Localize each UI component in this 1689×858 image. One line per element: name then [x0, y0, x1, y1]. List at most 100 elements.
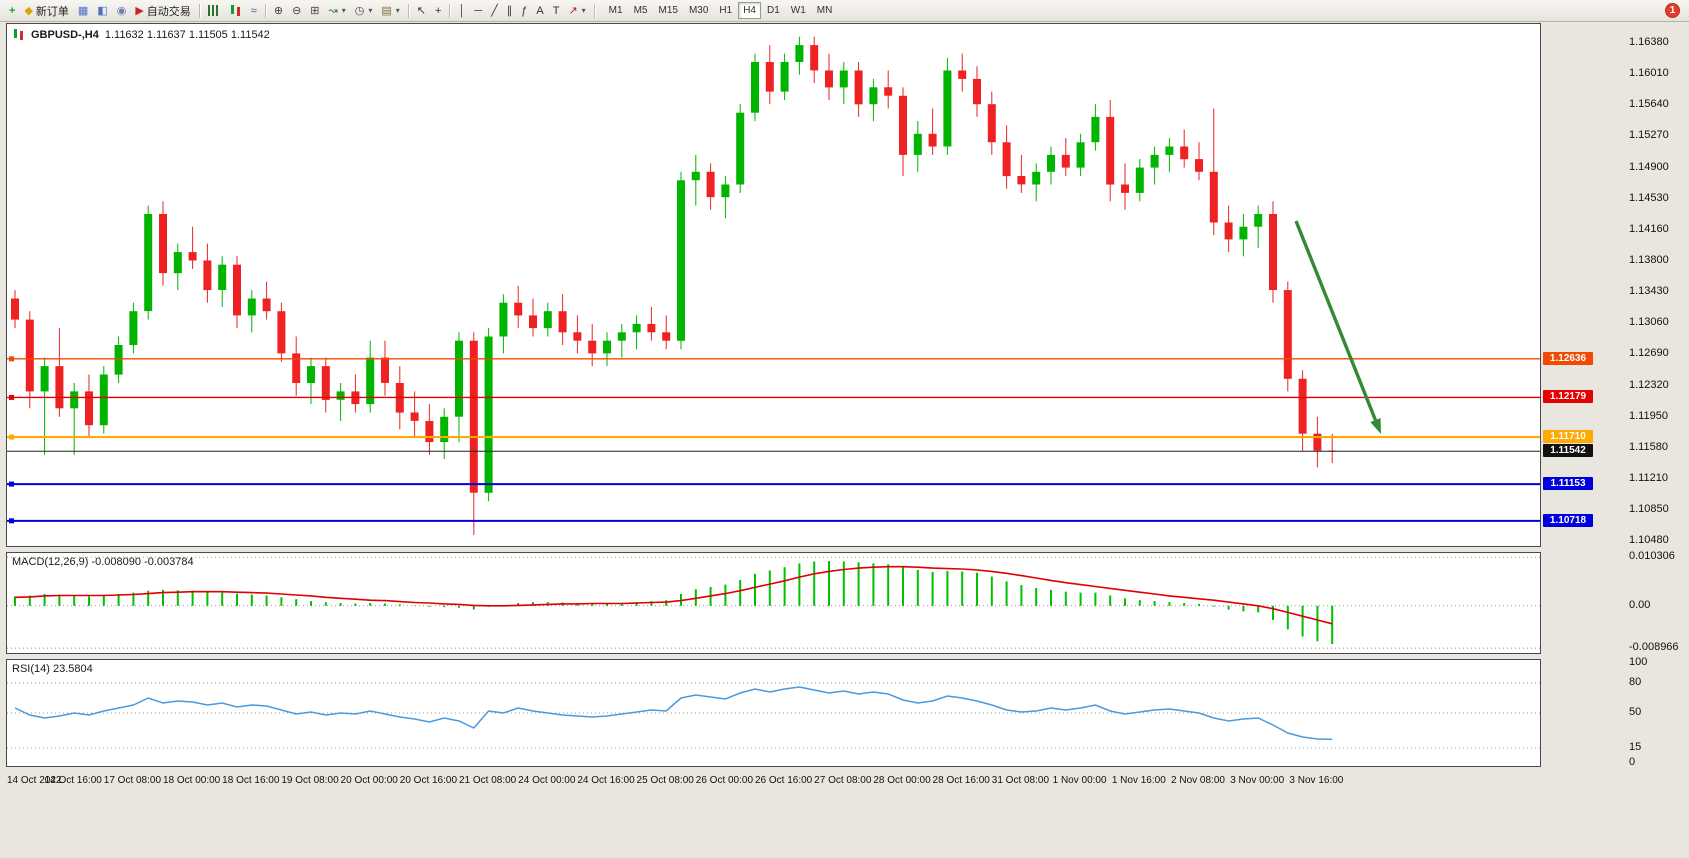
price-scale-label: 1.11210 — [1629, 472, 1668, 484]
macd-panel[interactable]: MACD(12,26,9) -0.008090 -0.003784 — [6, 552, 1541, 654]
toolbar-separator — [198, 3, 200, 18]
time-label: 24 Oct 00:00 — [518, 775, 576, 786]
new-order-button[interactable]: ◆ 新订单 — [20, 2, 72, 20]
macd-scale-label: -0.008966 — [1629, 641, 1679, 653]
price-chart-svg[interactable] — [7, 24, 1540, 546]
text-label-icon: T — [552, 4, 560, 17]
rsi-scale-label: 0 — [1629, 756, 1636, 768]
auto-trading-button[interactable]: ▶ 自动交易 — [131, 2, 194, 20]
price-scale-label: 1.10480 — [1629, 534, 1669, 546]
templates-button[interactable]: ▤ ▾ — [377, 2, 403, 20]
horizontal-line-button[interactable]: ─ — [470, 2, 486, 20]
timeframe-h1-button[interactable]: H1 — [714, 2, 737, 19]
price-scale-label: 1.14900 — [1629, 161, 1669, 173]
trendline-button[interactable]: ╱ — [487, 2, 502, 20]
text-label-button[interactable]: T — [549, 2, 564, 20]
bar-chart-button[interactable] — [204, 2, 224, 20]
tile-windows-icon: ⊞ — [310, 4, 320, 17]
price-scale-label: 1.13060 — [1629, 316, 1669, 328]
rsi-scale-label: 80 — [1629, 676, 1642, 688]
vertical-line-icon: │ — [458, 4, 466, 17]
price-line-tag[interactable]: 1.12179 — [1543, 390, 1593, 403]
toolbar-separator — [593, 3, 595, 18]
new-chart-button[interactable]: + — [5, 2, 19, 20]
text-button[interactable]: A — [532, 2, 547, 20]
bar-chart-icon — [207, 5, 220, 16]
candlestick-button[interactable] — [225, 2, 246, 20]
macd-scale-label: 0.010306 — [1629, 550, 1675, 562]
time-label: 17 Oct 08:00 — [103, 775, 162, 786]
line-chart-button[interactable]: ≈ — [247, 2, 261, 20]
current-price-tag: 1.11542 — [1543, 444, 1593, 457]
price-scale-label: 1.15270 — [1629, 129, 1669, 141]
navigator-button[interactable]: ◉ — [113, 2, 131, 20]
candlestick-icon — [229, 4, 242, 17]
notification-badge[interactable]: 1 — [1665, 3, 1680, 18]
timeframe-group: M1 M5 M15 M30 H1 H4 D1 W1 MN — [604, 2, 838, 19]
toolbar-separator — [407, 3, 409, 18]
trendline-icon: ╱ — [491, 4, 498, 17]
crosshair-icon: + — [435, 4, 442, 17]
time-label: 20 Oct 16:00 — [399, 775, 458, 786]
price-scale-label: 1.12320 — [1629, 379, 1669, 391]
chart-window: GBPUSD-,H4 1.11632 1.11637 1.11505 1.115… — [6, 23, 1683, 791]
toolbar-buttons: + ◆ 新订单 ▦ ◧ ◉ ▶ 自动交易 ≈ ⊕ ⊖ ⊞ ↝ ▾ ◷ ▾ ▤ ▾ ↖ + │ ─ ╱ ∥ ƒ A T ↗ ▾ — [5, 2, 598, 20]
timeframe-m15-button[interactable]: M15 — [653, 2, 682, 19]
zoom-out-button[interactable]: ⊖ — [288, 2, 305, 20]
rsi-scale-label: 50 — [1629, 706, 1642, 718]
price-line-tag[interactable]: 1.11153 — [1543, 477, 1593, 490]
toolbar: + ◆ 新订单 ▦ ◧ ◉ ▶ 自动交易 ≈ ⊕ ⊖ ⊞ ↝ ▾ ◷ ▾ ▤ ▾ ↖ + │ ─ ╱ ∥ ƒ A T ↗ ▾ M1 M5 M… — [0, 0, 1689, 22]
cursor-icon: ↖ — [416, 4, 426, 17]
price-line-tag[interactable]: 1.10718 — [1543, 514, 1593, 527]
timeframe-d1-button[interactable]: D1 — [762, 2, 785, 19]
rsi-svg[interactable] — [7, 660, 1540, 766]
time-label: 20 Oct 00:00 — [340, 775, 398, 786]
new-order-label: 新订单 — [35, 5, 69, 18]
data-window-icon: ◧ — [97, 4, 108, 17]
rsi-panel[interactable]: RSI(14) 23.5804 — [6, 659, 1541, 767]
timeframe-m1-button[interactable]: M1 — [604, 2, 628, 19]
time-label: 18 Oct 16:00 — [222, 775, 280, 786]
zoom-in-icon: ⊕ — [273, 4, 284, 17]
price-line-tag[interactable]: 1.12636 — [1543, 352, 1593, 365]
price-scale[interactable]: 1.16380 1.16010 1.15640 1.15270 1.14900 1.145… — [1541, 23, 1683, 791]
vertical-line-button[interactable]: │ — [454, 2, 469, 20]
arrows-button[interactable]: ↗ ▾ — [564, 2, 589, 20]
channel-button[interactable]: ∥ — [503, 2, 517, 20]
timeframe-mn-button[interactable]: MN — [812, 2, 838, 19]
price-line-tag[interactable]: 1.11710 — [1543, 430, 1593, 443]
timeframe-w1-button[interactable]: W1 — [786, 2, 811, 19]
macd-svg[interactable] — [7, 553, 1540, 653]
time-label: 14 Oct 2022 — [7, 775, 62, 786]
time-label: 1 Nov 16:00 — [1111, 775, 1166, 786]
new-order-icon: ◆ — [24, 4, 33, 17]
crosshair-button[interactable]: + — [431, 2, 445, 20]
indicators-button[interactable]: ↝ ▾ — [325, 2, 350, 20]
trend-arrow[interactable] — [1370, 418, 1381, 434]
price-scale-label: 1.14530 — [1629, 192, 1669, 204]
tile-windows-button[interactable]: ⊞ — [306, 2, 323, 20]
price-scale-label: 1.13800 — [1629, 254, 1669, 266]
timeframe-m5-button[interactable]: M5 — [629, 2, 653, 19]
text-icon: A — [536, 4, 544, 17]
price-chart-panel[interactable]: GBPUSD-,H4 1.11632 1.11637 1.11505 1.115… — [6, 23, 1541, 547]
timeframe-m30-button[interactable]: M30 — [684, 2, 713, 19]
zoom-in-button[interactable]: ⊕ — [270, 2, 287, 20]
timeframe-h4-button[interactable]: H4 — [738, 2, 761, 19]
cursor-button[interactable]: ↖ — [413, 2, 430, 20]
toolbar-separator — [264, 3, 266, 18]
channel-icon: ∥ — [506, 4, 513, 17]
chevron-down-icon: ▾ — [341, 6, 346, 15]
fibonacci-button[interactable]: ƒ — [517, 2, 531, 20]
fibonacci-icon: ƒ — [521, 4, 528, 17]
data-window-button[interactable]: ◧ — [93, 2, 111, 20]
price-scale-label: 1.16380 — [1629, 36, 1669, 48]
macd-scale-label: 0.00 — [1629, 599, 1651, 611]
toolbar-right: 1 — [1665, 3, 1684, 18]
periods-button[interactable]: ◷ ▾ — [351, 2, 377, 20]
time-scale[interactable]: 14 Oct 2022 14 Oct 16:00 17 Oct 08:00 18 Oc… — [6, 771, 1541, 791]
chevron-down-icon: ▾ — [395, 6, 400, 15]
price-scale-label: 1.10850 — [1629, 503, 1669, 515]
market-watch-button[interactable]: ▦ — [74, 2, 92, 20]
price-scale-label: 1.11580 — [1629, 441, 1668, 453]
